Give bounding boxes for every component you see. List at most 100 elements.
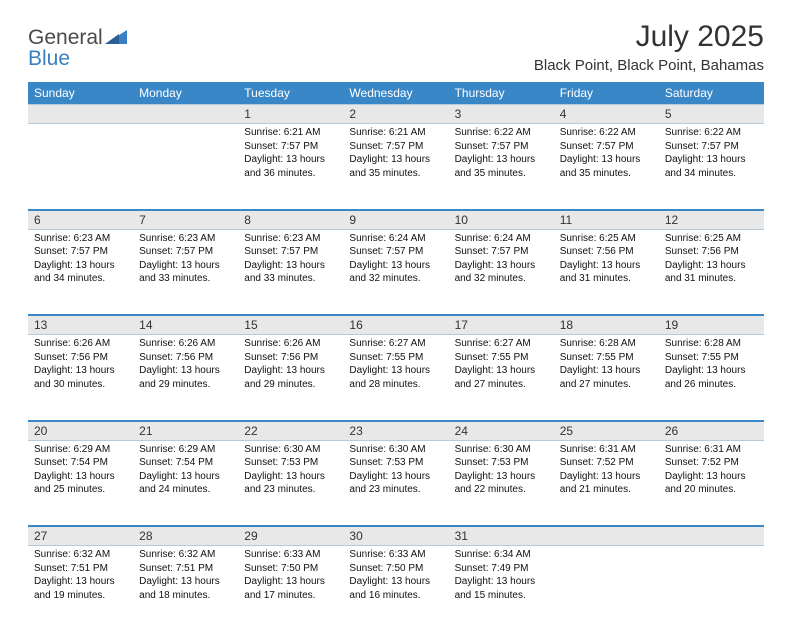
day-number: 15 bbox=[238, 316, 343, 334]
sunrise-line: Sunrise: 6:32 AM bbox=[139, 548, 232, 562]
day-number: 9 bbox=[343, 211, 448, 229]
day-number: 23 bbox=[343, 422, 448, 440]
day-cell: Sunrise: 6:32 AMSunset: 7:51 PMDaylight:… bbox=[28, 546, 133, 632]
weekday-tuesday: Tuesday bbox=[238, 82, 343, 105]
day-number: 8 bbox=[238, 211, 343, 229]
day-cell: Sunrise: 6:22 AMSunset: 7:57 PMDaylight:… bbox=[449, 124, 554, 210]
sunset-line: Sunset: 7:56 PM bbox=[34, 351, 127, 365]
day-cell bbox=[554, 546, 659, 632]
header: General Blue July 2025 Black Point, Blac… bbox=[28, 20, 764, 74]
daylight-line: Daylight: 13 hours and 17 minutes. bbox=[244, 575, 337, 602]
day-content: Sunrise: 6:26 AMSunset: 7:56 PMDaylight:… bbox=[238, 335, 343, 395]
daylight-line: Daylight: 13 hours and 31 minutes. bbox=[560, 259, 653, 286]
day-number: 5 bbox=[659, 105, 764, 123]
day-cell: Sunrise: 6:31 AMSunset: 7:52 PMDaylight:… bbox=[554, 440, 659, 526]
day-number: 30 bbox=[343, 527, 448, 545]
sunset-line: Sunset: 7:55 PM bbox=[665, 351, 758, 365]
location: Black Point, Black Point, Bahamas bbox=[534, 57, 764, 74]
daynum-cell: 30 bbox=[343, 526, 448, 546]
day-number: 11 bbox=[554, 211, 659, 229]
day-content: Sunrise: 6:34 AMSunset: 7:49 PMDaylight:… bbox=[449, 546, 554, 606]
sunrise-line: Sunrise: 6:21 AM bbox=[244, 126, 337, 140]
day-cell: Sunrise: 6:25 AMSunset: 7:56 PMDaylight:… bbox=[659, 229, 764, 315]
day-cell: Sunrise: 6:22 AMSunset: 7:57 PMDaylight:… bbox=[659, 124, 764, 210]
day-content: Sunrise: 6:27 AMSunset: 7:55 PMDaylight:… bbox=[449, 335, 554, 395]
day-cell: Sunrise: 6:23 AMSunset: 7:57 PMDaylight:… bbox=[133, 229, 238, 315]
daynum-cell: 21 bbox=[133, 421, 238, 441]
day-cell: Sunrise: 6:33 AMSunset: 7:50 PMDaylight:… bbox=[343, 546, 448, 632]
daylight-line: Daylight: 13 hours and 15 minutes. bbox=[455, 575, 548, 602]
day-number: 4 bbox=[554, 105, 659, 123]
sunset-line: Sunset: 7:52 PM bbox=[560, 456, 653, 470]
day-number: 20 bbox=[28, 422, 133, 440]
daynum-row: 13141516171819 bbox=[28, 315, 764, 335]
day-content: Sunrise: 6:23 AMSunset: 7:57 PMDaylight:… bbox=[133, 230, 238, 290]
week-row: Sunrise: 6:23 AMSunset: 7:57 PMDaylight:… bbox=[28, 229, 764, 315]
day-cell: Sunrise: 6:24 AMSunset: 7:57 PMDaylight:… bbox=[343, 229, 448, 315]
weekday-sunday: Sunday bbox=[28, 82, 133, 105]
daylight-line: Daylight: 13 hours and 24 minutes. bbox=[139, 470, 232, 497]
sunrise-line: Sunrise: 6:25 AM bbox=[560, 232, 653, 246]
sunset-line: Sunset: 7:56 PM bbox=[665, 245, 758, 259]
day-content: Sunrise: 6:27 AMSunset: 7:55 PMDaylight:… bbox=[343, 335, 448, 395]
day-number: 10 bbox=[449, 211, 554, 229]
daynum-cell: 11 bbox=[554, 210, 659, 230]
sunset-line: Sunset: 7:55 PM bbox=[560, 351, 653, 365]
sunset-line: Sunset: 7:53 PM bbox=[349, 456, 442, 470]
sunset-line: Sunset: 7:50 PM bbox=[244, 562, 337, 576]
week-row: Sunrise: 6:32 AMSunset: 7:51 PMDaylight:… bbox=[28, 546, 764, 632]
sunset-line: Sunset: 7:53 PM bbox=[244, 456, 337, 470]
sunrise-line: Sunrise: 6:32 AM bbox=[34, 548, 127, 562]
day-number: 7 bbox=[133, 211, 238, 229]
day-cell: Sunrise: 6:26 AMSunset: 7:56 PMDaylight:… bbox=[28, 335, 133, 421]
sunrise-line: Sunrise: 6:23 AM bbox=[244, 232, 337, 246]
daynum-cell: 4 bbox=[554, 105, 659, 124]
sunset-line: Sunset: 7:57 PM bbox=[455, 245, 548, 259]
daylight-line: Daylight: 13 hours and 32 minutes. bbox=[349, 259, 442, 286]
day-number: 25 bbox=[554, 422, 659, 440]
sunset-line: Sunset: 7:57 PM bbox=[244, 245, 337, 259]
day-number: 27 bbox=[28, 527, 133, 545]
daynum-row: 12345 bbox=[28, 105, 764, 124]
sunrise-line: Sunrise: 6:26 AM bbox=[34, 337, 127, 351]
sunrise-line: Sunrise: 6:30 AM bbox=[349, 443, 442, 457]
day-cell: Sunrise: 6:30 AMSunset: 7:53 PMDaylight:… bbox=[449, 440, 554, 526]
sunrise-line: Sunrise: 6:23 AM bbox=[139, 232, 232, 246]
daynum-cell: 20 bbox=[28, 421, 133, 441]
sunrise-line: Sunrise: 6:29 AM bbox=[34, 443, 127, 457]
day-content: Sunrise: 6:21 AMSunset: 7:57 PMDaylight:… bbox=[238, 124, 343, 184]
sunset-line: Sunset: 7:57 PM bbox=[244, 140, 337, 154]
sunset-line: Sunset: 7:57 PM bbox=[665, 140, 758, 154]
daynum-cell: 17 bbox=[449, 315, 554, 335]
daynum-cell: 16 bbox=[343, 315, 448, 335]
sunset-line: Sunset: 7:49 PM bbox=[455, 562, 548, 576]
day-cell: Sunrise: 6:29 AMSunset: 7:54 PMDaylight:… bbox=[28, 440, 133, 526]
day-content: Sunrise: 6:23 AMSunset: 7:57 PMDaylight:… bbox=[28, 230, 133, 290]
sunrise-line: Sunrise: 6:22 AM bbox=[560, 126, 653, 140]
daynum-cell: 31 bbox=[449, 526, 554, 546]
day-number: 3 bbox=[449, 105, 554, 123]
day-cell: Sunrise: 6:29 AMSunset: 7:54 PMDaylight:… bbox=[133, 440, 238, 526]
sunrise-line: Sunrise: 6:29 AM bbox=[139, 443, 232, 457]
sunset-line: Sunset: 7:57 PM bbox=[139, 245, 232, 259]
day-cell: Sunrise: 6:27 AMSunset: 7:55 PMDaylight:… bbox=[449, 335, 554, 421]
day-content: Sunrise: 6:24 AMSunset: 7:57 PMDaylight:… bbox=[449, 230, 554, 290]
day-content: Sunrise: 6:28 AMSunset: 7:55 PMDaylight:… bbox=[554, 335, 659, 395]
day-content: Sunrise: 6:30 AMSunset: 7:53 PMDaylight:… bbox=[238, 441, 343, 501]
day-number: 6 bbox=[28, 211, 133, 229]
weekday-wednesday: Wednesday bbox=[343, 82, 448, 105]
sunrise-line: Sunrise: 6:28 AM bbox=[560, 337, 653, 351]
weekday-friday: Friday bbox=[554, 82, 659, 105]
sunrise-line: Sunrise: 6:30 AM bbox=[244, 443, 337, 457]
day-number: 28 bbox=[133, 527, 238, 545]
day-content: Sunrise: 6:26 AMSunset: 7:56 PMDaylight:… bbox=[28, 335, 133, 395]
daynum-cell: 26 bbox=[659, 421, 764, 441]
logo-word1: General bbox=[28, 26, 103, 49]
daylight-line: Daylight: 13 hours and 21 minutes. bbox=[560, 470, 653, 497]
sunset-line: Sunset: 7:56 PM bbox=[560, 245, 653, 259]
sunrise-line: Sunrise: 6:26 AM bbox=[244, 337, 337, 351]
logo-triangle-icon bbox=[105, 28, 127, 44]
day-number: 17 bbox=[449, 316, 554, 334]
page-title: July 2025 bbox=[534, 20, 764, 53]
daynum-row: 6789101112 bbox=[28, 210, 764, 230]
